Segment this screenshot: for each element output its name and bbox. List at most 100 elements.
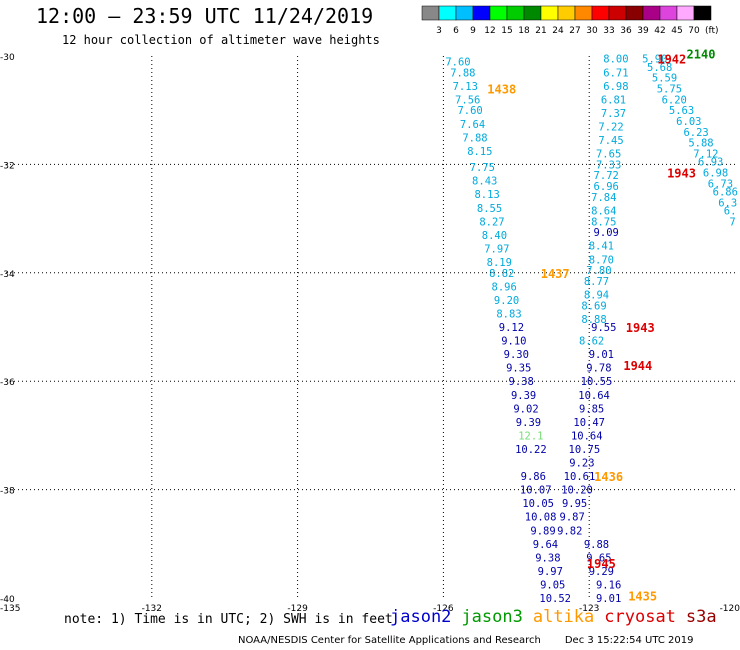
wave-height-label: 7.75 [470, 162, 495, 174]
wave-height-label: 8.75 [591, 216, 616, 228]
wave-height-label: 9.05 [540, 579, 565, 591]
wave-height-label: 5.90 [642, 54, 667, 66]
wave-height-label: 9.65 [586, 552, 611, 564]
wave-height-label: 8.43 [472, 176, 497, 188]
wave-height-label: 9.95 [562, 498, 587, 510]
wave-height-label: 10.47 [573, 417, 605, 429]
color-scale-legend: 3 6 9 12 15 18 21 24 27 30 33 36 39 42 45 70 (ft) [421, 5, 719, 36]
wave-height-label: 7.60 [445, 56, 470, 68]
wave-height-label: 8.00 [603, 54, 628, 66]
wave-height-label: 9.97 [538, 566, 563, 578]
color-scale-tick: 21 [535, 26, 546, 36]
wave-height-label: 7.12 [693, 149, 718, 161]
wave-height-label: 9.87 [560, 512, 585, 524]
color-scale-tick: 30 [586, 26, 598, 36]
y-tick-label: -32 [0, 161, 15, 171]
wave-height-label: 10.20 [561, 485, 593, 497]
wave-height-label: 5.63 [669, 105, 694, 117]
x-tick-label: -123 [579, 604, 599, 614]
pass-time-label: 1435 [628, 589, 657, 603]
color-scale-unit: (ft) [705, 26, 719, 36]
wave-height-label: 7.72 [594, 170, 619, 182]
units-note: note: 1) Time is in UTC; 2) SWH is in fe… [64, 612, 393, 627]
map-title: 12:00 – 23:59 UTC 11/24/2019 [36, 4, 374, 28]
map-subtitle: 12 hour collection of altimeter wave hei… [62, 33, 380, 47]
wave-height-label: 7.84 [591, 192, 616, 204]
wave-height-label: 6.03 [676, 116, 701, 128]
wave-height-label: 9.55 [591, 322, 616, 334]
wave-height-label: 6.98 [603, 81, 628, 93]
color-scale-tick: 18 [518, 26, 530, 36]
wave-height-label: 8.19 [487, 257, 512, 269]
satellite-legend-jason2: jason2 [390, 607, 452, 627]
satellite-legend: jason2 jason3 altika cryosat s3a [390, 607, 727, 627]
wave-height-label: 8.55 [477, 203, 502, 215]
wave-height-label: 8.69 [581, 300, 606, 312]
wave-height-label: 8.41 [589, 241, 614, 253]
wave-height-label: 8.62 [579, 336, 604, 348]
x-tick-label: -135 [0, 604, 20, 614]
wave-height-label: 10.08 [525, 512, 557, 524]
footer-timestamp: Dec 3 15:22:54 UTC 2019 [564, 635, 694, 646]
y-tick-label: -34 [0, 270, 15, 280]
x-tick-label: -120 [720, 604, 740, 614]
wave-height-label: 7.88 [462, 132, 487, 144]
wave-height-label: 8.15 [467, 146, 492, 158]
satellite-legend-jason3: jason3 [461, 607, 523, 627]
wave-height-label: 7.45 [598, 135, 623, 147]
x-tick-label: -132 [142, 604, 162, 614]
wave-height-label: 10.22 [515, 444, 547, 456]
wave-height-label: 9.82 [557, 525, 582, 537]
y-tick-label: -36 [0, 378, 15, 388]
wave-height-label: 9.89 [530, 525, 555, 537]
wave-height-label: 8.70 [589, 254, 614, 266]
color-scale-tick: 15 [501, 26, 512, 36]
wave-height-label: 8.82 [489, 268, 514, 280]
wave-height-label: 6.23 [683, 127, 708, 139]
wave-height-label: 7.56 [455, 94, 480, 106]
wave-height-label: 10.64 [571, 430, 603, 442]
wave-height-label: 9.30 [504, 349, 529, 361]
wave-height-label: 10.55 [581, 376, 613, 388]
color-scale-tick: 36 [620, 26, 632, 36]
wave-height-label: 6.86 [713, 187, 738, 199]
footer: NOAA/NESDIS Center for Satellite Applica… [238, 635, 693, 646]
pass-time-label: 2140 [687, 47, 716, 61]
wave-height-label: 6.71 [603, 67, 628, 79]
wave-height-label: 7.13 [453, 81, 478, 93]
wave-height-label: 8.94 [584, 289, 609, 301]
wave-height-label: 9.38 [509, 376, 534, 388]
wave-height-label: 9.23 [569, 458, 594, 470]
color-scale-tick: 33 [603, 26, 614, 36]
x-tick-label: -126 [433, 604, 454, 614]
wave-height-label: 6.73 [708, 178, 733, 190]
color-scale-tick: 39 [637, 26, 649, 36]
wave-height-label: 7.22 [598, 121, 623, 133]
wave-height-label: 9.10 [501, 336, 526, 348]
wave-height-label: 8.83 [496, 308, 521, 320]
wave-height-label: 8.27 [479, 216, 504, 228]
color-scale-tick: 3 [436, 26, 442, 36]
wave-height-label: 6.20 [662, 94, 687, 106]
y-tick-label: -30 [0, 53, 15, 63]
wave-height-label: 6.98 [703, 168, 728, 180]
wave-height-label: 9.09 [594, 227, 619, 239]
wave-height-label: 10.61 [564, 471, 596, 483]
color-scale-tick: 6 [453, 26, 459, 36]
wave-height-label: 7.64 [460, 119, 485, 131]
pass-time-label: 1944 [623, 359, 652, 373]
wave-height-label: 7.80 [586, 265, 611, 277]
wave-height-label: 7.65 [596, 149, 621, 161]
y-tick-label: -40 [0, 595, 15, 605]
wave-height-label: 9.64 [533, 539, 558, 551]
color-swatch [693, 5, 712, 21]
wave-height-label: 9.29 [589, 566, 614, 578]
wave-height-label: 9.86 [521, 471, 546, 483]
satellite-legend-altika: altika [532, 607, 595, 627]
wave-height-label: 9.88 [584, 539, 609, 551]
wave-height-label: 6.81 [601, 94, 626, 106]
color-scale-tick: 24 [552, 26, 564, 36]
pass-time-label: 1437 [541, 267, 570, 281]
pass-time-label: 1436 [594, 470, 623, 484]
